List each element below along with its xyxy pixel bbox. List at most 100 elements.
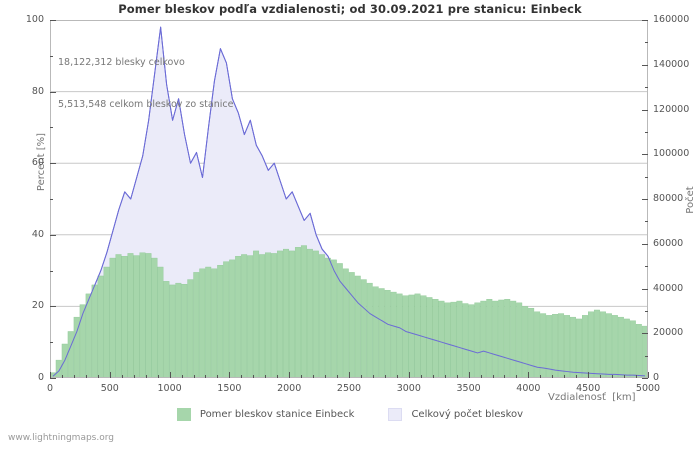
site-footer: www.lightningmaps.org bbox=[8, 433, 114, 443]
axis-tick bbox=[289, 372, 290, 378]
axis-tick bbox=[642, 289, 648, 290]
axis-tick bbox=[50, 306, 56, 307]
x-axis-label: Vzdialenosť [km] bbox=[548, 392, 636, 403]
y-right-tick-label-40000: 40000 bbox=[653, 282, 684, 294]
x-tick-label-2500: 2500 bbox=[336, 383, 362, 394]
axis-tick bbox=[564, 375, 565, 378]
legend-label-total-count: Celkový počet bleskov bbox=[411, 409, 524, 420]
axis-tick bbox=[516, 375, 517, 378]
axis-tick bbox=[645, 42, 648, 43]
axis-tick bbox=[528, 372, 529, 378]
legend-label-station-ratio: Pomer bleskov stanice Einbeck bbox=[199, 409, 355, 420]
axis-tick bbox=[469, 372, 470, 378]
axis-tick bbox=[433, 375, 434, 378]
axis-tick bbox=[50, 127, 53, 128]
axis-tick bbox=[504, 375, 505, 378]
y-right-tick-label-20000: 20000 bbox=[653, 327, 684, 339]
axis-tick bbox=[122, 375, 123, 378]
y-right-tick-label-0: 0 bbox=[653, 372, 660, 383]
axis-tick bbox=[50, 378, 56, 379]
axis-tick bbox=[50, 342, 53, 343]
axis-tick bbox=[325, 375, 326, 378]
axis-tick bbox=[205, 375, 206, 378]
y-left-tick-label-100: 100 bbox=[25, 14, 44, 25]
legend-swatch-total-count bbox=[388, 408, 403, 421]
axis-tick bbox=[194, 375, 195, 378]
axis-tick bbox=[50, 92, 56, 93]
axis-tick bbox=[552, 375, 553, 378]
totals-annotation: 18,122,312 blesky celkovo 5,513,548 celk… bbox=[58, 28, 233, 140]
axis-tick bbox=[253, 375, 254, 378]
total-strokes-label: 18,122,312 blesky celkovo bbox=[58, 57, 185, 68]
axis-tick bbox=[588, 372, 589, 378]
x-tick-label-500: 500 bbox=[100, 383, 119, 394]
x-tick-label-2000: 2000 bbox=[277, 383, 302, 394]
axis-tick bbox=[576, 375, 577, 378]
axis-tick bbox=[421, 375, 422, 378]
axis-tick bbox=[642, 378, 648, 379]
axis-tick bbox=[50, 163, 56, 164]
axis-tick bbox=[600, 375, 601, 378]
plot-svg bbox=[50, 26, 648, 378]
y-right-tick-label-60000: 60000 bbox=[653, 237, 684, 249]
x-tick-label-4500: 4500 bbox=[576, 383, 601, 394]
axis-tick bbox=[146, 375, 147, 378]
y-right-tick-label-100000: 100000 bbox=[653, 148, 690, 160]
y-left-tick-label-0: 0 bbox=[37, 372, 44, 383]
axis-tick bbox=[493, 375, 494, 378]
axis-tick bbox=[457, 375, 458, 378]
axis-tick bbox=[385, 375, 386, 378]
axis-tick bbox=[170, 372, 171, 378]
x-tick-label-4000: 4000 bbox=[516, 383, 541, 394]
station-strokes-label: 5,513,548 celkom bleskov zo stanice bbox=[58, 99, 234, 110]
axis-tick bbox=[158, 375, 159, 378]
x-tick-label-3500: 3500 bbox=[456, 383, 481, 394]
y-left-tick-label-40: 40 bbox=[31, 228, 44, 240]
y-right-tick-label-80000: 80000 bbox=[653, 193, 684, 204]
axis-tick bbox=[373, 375, 374, 378]
axis-tick bbox=[50, 56, 53, 57]
axis-tick bbox=[98, 375, 99, 378]
axis-tick bbox=[337, 375, 338, 378]
axis-tick bbox=[642, 199, 648, 200]
axis-tick bbox=[481, 375, 482, 378]
axis-tick bbox=[624, 375, 625, 378]
axis-tick bbox=[241, 375, 242, 378]
axis-tick bbox=[642, 333, 648, 334]
axis-tick bbox=[645, 356, 648, 357]
y-right-tick-label-140000: 140000 bbox=[653, 58, 690, 70]
axis-tick bbox=[86, 375, 87, 378]
axis-tick bbox=[265, 375, 266, 378]
x-tick-label-5000: 5000 bbox=[635, 383, 661, 394]
x-tick-label-3000: 3000 bbox=[396, 383, 421, 394]
axis-tick bbox=[645, 87, 648, 88]
axis-tick bbox=[642, 20, 648, 21]
axis-tick bbox=[301, 375, 302, 378]
axis-tick bbox=[50, 20, 56, 21]
axis-tick bbox=[642, 65, 648, 66]
y-left-tick-label-60: 60 bbox=[31, 157, 44, 169]
axis-tick bbox=[397, 375, 398, 378]
axis-tick bbox=[445, 375, 446, 378]
axis-tick bbox=[50, 271, 53, 272]
axis-tick bbox=[62, 375, 63, 378]
chart-legend: Pomer bleskov stanice Einbeck Celkový po… bbox=[0, 408, 700, 421]
axis-tick bbox=[110, 372, 111, 378]
axis-tick bbox=[645, 132, 648, 133]
axis-tick bbox=[409, 372, 410, 378]
axis-tick bbox=[50, 372, 51, 378]
axis-tick bbox=[642, 110, 648, 111]
axis-tick bbox=[349, 372, 350, 378]
axis-tick bbox=[229, 372, 230, 378]
axis-tick bbox=[636, 375, 637, 378]
y-left-tick-label-80: 80 bbox=[31, 85, 44, 97]
axis-tick bbox=[642, 154, 648, 155]
axis-tick bbox=[612, 375, 613, 378]
axis-tick bbox=[645, 311, 648, 312]
x-tick-label-0: 0 bbox=[46, 383, 54, 394]
legend-item-station-ratio: Pomer bleskov stanice Einbeck bbox=[176, 408, 355, 421]
axis-tick bbox=[313, 375, 314, 378]
axis-tick bbox=[540, 375, 541, 378]
axis-tick bbox=[277, 375, 278, 378]
